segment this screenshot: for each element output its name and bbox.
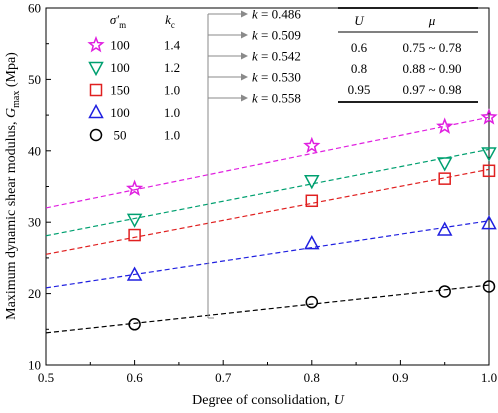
table-header-u: U	[354, 13, 365, 28]
x-tick-label: 0.5	[38, 370, 54, 385]
data-point	[305, 295, 319, 309]
fit-lines	[45, 116, 490, 334]
data-point	[305, 194, 319, 208]
y-tick-label: 40	[28, 143, 41, 158]
k-arrow-head	[241, 10, 248, 18]
x-tick-label: 0.8	[304, 370, 320, 385]
k-arrow-head	[241, 31, 248, 39]
legend: σ′m kc 100 1.4 100 1.2 150 1.0 100 1.0 50 1.0	[87, 12, 181, 143]
fit-line-4	[45, 284, 490, 334]
k-arrow-head	[241, 52, 248, 60]
y-tick-label: 50	[28, 72, 41, 87]
data-point	[128, 318, 141, 331]
legend-header-sigma: σ′m	[110, 12, 126, 30]
data-point	[482, 164, 496, 178]
legend-kc: 1.4	[164, 38, 181, 53]
k-value-label: k = 0.542	[252, 49, 301, 64]
x-tick-label: 1.0	[481, 370, 497, 385]
legend-sigma: 50	[114, 128, 127, 143]
legend-marker	[88, 103, 104, 119]
data-point	[128, 228, 141, 242]
legend-marker	[88, 61, 104, 77]
table-cell-mu: 0.97 ~ 0.98	[402, 82, 461, 97]
x-tick-label: 0.6	[126, 370, 143, 385]
data-point	[126, 213, 143, 228]
legend-kc: 1.2	[164, 60, 180, 75]
data-point	[438, 285, 451, 298]
k-value-label: k = 0.509	[252, 28, 301, 43]
fit-line-3	[45, 220, 490, 289]
table-cell-u: 0.8	[351, 61, 367, 76]
table-cell-u: 0.95	[348, 82, 371, 97]
table-cell-u: 0.6	[351, 40, 368, 55]
data-point	[436, 157, 453, 172]
data-point	[126, 266, 143, 281]
data-point	[481, 215, 497, 230]
legend-sigma: 100	[110, 105, 130, 120]
k-value-label: k = 0.486	[252, 7, 301, 22]
data-point	[125, 179, 144, 197]
legend-sigma: 100	[110, 60, 130, 75]
data-point	[304, 235, 320, 250]
legend-kc: 1.0	[164, 83, 180, 98]
fit-line-0	[45, 116, 490, 209]
table-cell-mu: 0.75 ~ 0.78	[402, 40, 461, 55]
data-point	[438, 172, 451, 185]
legend-kc: 1.0	[164, 105, 180, 120]
legend-marker	[89, 83, 103, 97]
y-axis-label: Maximum dynamic shear modulus, Gmax (Mpa…	[4, 52, 22, 320]
legend-sigma: 100	[110, 38, 130, 53]
k-arrow-head	[241, 73, 248, 81]
legend-kc: 1.0	[164, 128, 180, 143]
data-point	[480, 108, 498, 125]
fit-line-1	[45, 148, 490, 237]
legend-sigma: 150	[110, 83, 130, 98]
y-tick-label: 60	[28, 1, 41, 16]
k-value-label: k = 0.558	[252, 91, 301, 106]
k-arrow-head	[241, 94, 248, 102]
table-header-mu: μ	[428, 13, 436, 28]
x-tick-label: 0.7	[215, 370, 232, 385]
data-point	[481, 147, 497, 162]
legend-header-kc: kc	[165, 12, 175, 30]
data-point	[304, 175, 320, 190]
axis-ticks: 0.5 0.6 0.7 0.8 0.9 1.0 10 20 30 40 50 60	[28, 1, 497, 386]
legend-marker	[89, 128, 103, 142]
y-tick-label: 30	[28, 215, 41, 230]
data-point	[303, 136, 321, 154]
data-markers	[125, 108, 498, 331]
k-value-label: k = 0.530	[252, 70, 301, 85]
data-point	[482, 280, 496, 293]
y-tick-label: 20	[28, 286, 41, 301]
y-tick-label: 10	[28, 358, 41, 373]
data-point	[436, 117, 454, 134]
data-point	[436, 221, 453, 236]
slope-annotations: k = 0.486 k = 0.509 k = 0.542 k = 0.530 k = …	[207, 7, 301, 319]
legend-marker	[87, 35, 105, 53]
fit-line-2	[45, 168, 490, 255]
table-cell-mu: 0.88 ~ 0.90	[402, 61, 461, 76]
x-tick-label: 0.9	[392, 370, 408, 385]
x-axis-label: Degree of consolidation, U	[192, 393, 345, 408]
